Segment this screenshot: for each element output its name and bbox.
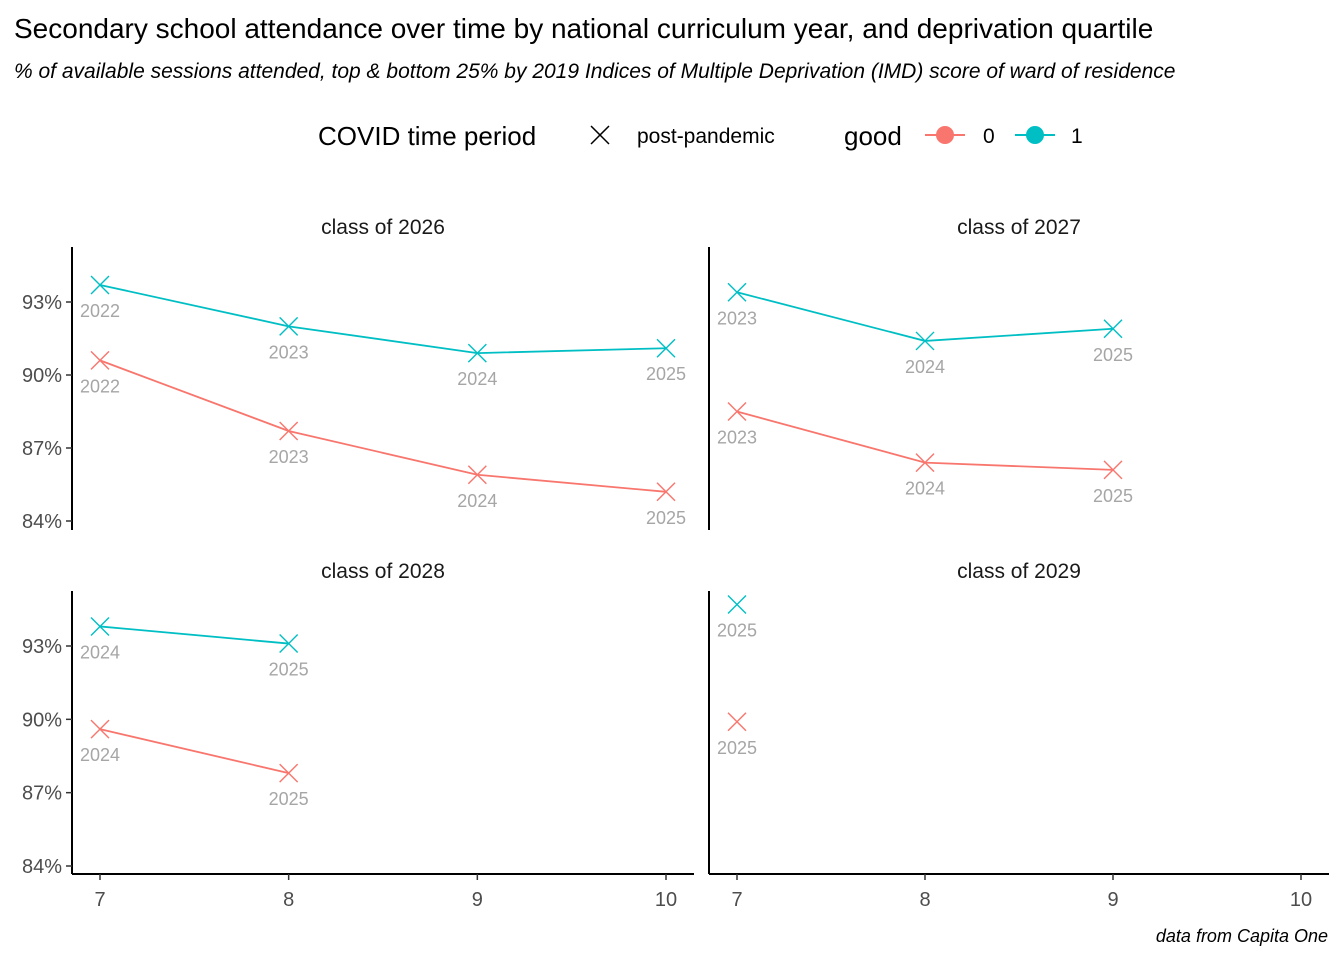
- data-point-good-0: [90, 350, 110, 370]
- x-tick-label: 10: [1290, 889, 1312, 911]
- x-tick-label: 8: [919, 889, 930, 911]
- data-point-label: 2025: [717, 620, 757, 640]
- data-point-good-1: [90, 616, 110, 636]
- y-tick-label: 87%: [22, 783, 62, 805]
- data-point-good-1: [279, 316, 299, 336]
- x-tick-label: 8: [283, 889, 294, 911]
- legend-color-title: good: [844, 121, 902, 151]
- legend: COVID time period post-pandemic good 0 1: [318, 121, 1083, 151]
- data-point-good-1: [656, 338, 676, 358]
- legend-shape-label: post-pandemic: [637, 125, 775, 148]
- data-point-label: 2025: [646, 364, 686, 384]
- y-tick-label: 93%: [22, 292, 62, 314]
- panel-strip-label: class of 2029: [957, 560, 1081, 583]
- data-point-good-1: [90, 275, 110, 295]
- panel-strip-label: class of 2026: [321, 216, 445, 239]
- data-point-label: 2025: [646, 508, 686, 528]
- data-point-good-0: [467, 465, 487, 485]
- y-tick-label: 87%: [22, 438, 62, 460]
- panel-strip-label: class of 2027: [957, 216, 1081, 239]
- data-point-good-0: [1103, 460, 1123, 480]
- y-tick-label: 84%: [22, 511, 62, 533]
- legend-key-0: [925, 126, 965, 144]
- data-point-good-1: [915, 331, 935, 351]
- chart-caption: data from Capita One: [1156, 926, 1328, 946]
- series-line-good-1: [736, 291, 1114, 342]
- data-point-label: 2024: [80, 642, 120, 662]
- y-tick-label: 84%: [22, 856, 62, 878]
- data-point-label: 2024: [457, 491, 497, 511]
- legend-color-label-0: 0: [983, 125, 995, 148]
- legend-color-label-1: 1: [1071, 125, 1083, 148]
- data-point-label: 2025: [1093, 345, 1133, 365]
- data-point-label: 2024: [80, 745, 120, 765]
- series-line-good-0: [99, 359, 667, 493]
- series-line-good-1: [99, 625, 289, 645]
- x-tick-label: 7: [731, 889, 742, 911]
- data-point-good-1: [467, 343, 487, 363]
- data-point-label: 2024: [457, 369, 497, 389]
- data-point-good-0: [279, 763, 299, 783]
- y-tick-label: 90%: [22, 365, 62, 387]
- data-point-good-0: [656, 482, 676, 502]
- chart-subtitle: % of available sessions attended, top & …: [14, 60, 1175, 83]
- data-point-label: 2024: [905, 357, 945, 377]
- series-line-good-1: [99, 284, 667, 355]
- data-point-label: 2022: [80, 301, 120, 321]
- data-point-good-1: [727, 282, 747, 302]
- panel-3: class of 2028 84% 87% 90% 93% 7 8 9 10 2024 2025 20…: [22, 560, 694, 911]
- data-point-label: 2025: [1093, 486, 1133, 506]
- data-point-label: 2023: [269, 447, 309, 467]
- legend-shape-title: COVID time period: [318, 121, 536, 151]
- y-tick-label: 90%: [22, 709, 62, 731]
- data-point-good-0: [90, 719, 110, 739]
- data-point-good-0: [915, 453, 935, 473]
- data-point-good-0: [279, 421, 299, 441]
- x-tick-label: 7: [94, 889, 105, 911]
- facet-panels: class of 2026 84% 87% 90% 93% 2022 2023 2024 202…: [22, 216, 1329, 911]
- data-point-label: 2024: [905, 479, 945, 499]
- data-point-good-0: [727, 402, 747, 421]
- x-tick-label: 10: [655, 889, 677, 911]
- chart-title: Secondary school attendance over time by…: [14, 13, 1153, 44]
- panel-strip-label: class of 2028: [321, 560, 445, 583]
- series-line-good-0: [736, 410, 1114, 471]
- panel-1: class of 2026 84% 87% 90% 93% 2022 2023 2024 202…: [22, 216, 686, 533]
- series-line-good-0: [99, 728, 289, 774]
- x-tick-label: 9: [472, 889, 483, 911]
- y-tick-label: 93%: [22, 636, 62, 658]
- data-point-label: 2023: [717, 308, 757, 328]
- legend-key-1: [1015, 126, 1055, 144]
- data-point-label: 2025: [269, 660, 309, 680]
- panel-2: class of 2027 2023 2024 2025 2023 2024 2025: [708, 216, 1133, 530]
- x-icon: [590, 125, 610, 145]
- x-tick-label: 9: [1107, 889, 1118, 911]
- data-point-good-1: [279, 634, 299, 654]
- data-point-label: 2022: [80, 376, 120, 396]
- panel-4: class of 2029 7 8 9 10 2025 2025: [708, 560, 1329, 911]
- data-point-good-0: [727, 712, 747, 732]
- data-point-good-1: [1103, 319, 1123, 339]
- data-point-label: 2023: [717, 428, 757, 448]
- data-point-label: 2023: [269, 342, 309, 362]
- data-point-label: 2025: [717, 738, 757, 758]
- data-point-label: 2025: [269, 789, 309, 809]
- data-point-good-1: [727, 594, 747, 614]
